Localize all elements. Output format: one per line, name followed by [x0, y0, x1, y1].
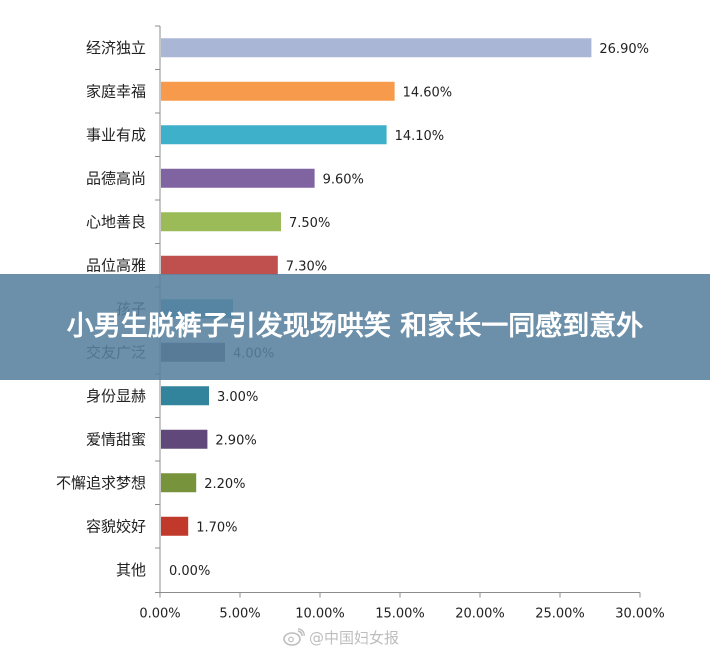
- value-label: 2.90%: [215, 433, 256, 448]
- value-labels: 26.90%14.60%14.10%9.60%7.50%7.30%4.00%3.…: [169, 42, 649, 579]
- x-tick-label: 15.00%: [375, 607, 425, 622]
- bar: [161, 125, 387, 145]
- value-label: 7.30%: [286, 259, 327, 274]
- bar: [161, 473, 197, 493]
- watermark-text: @中国妇女报: [309, 628, 400, 647]
- category-label: 事业有成: [86, 126, 146, 144]
- value-label: 9.60%: [323, 172, 364, 187]
- weibo-icon: [283, 628, 305, 646]
- headline-banner: 小男生脱裤子引发现场哄笑 和家长一同感到意外: [0, 274, 710, 380]
- value-label: 7.50%: [289, 216, 330, 231]
- bar: [161, 212, 281, 232]
- category-label: 品位高雅: [86, 256, 146, 274]
- category-label: 品德高尚: [86, 169, 146, 187]
- x-tick-label: 10.00%: [295, 607, 345, 622]
- bar: [161, 386, 209, 406]
- value-label: 1.70%: [196, 520, 237, 535]
- value-label: 14.10%: [395, 129, 445, 144]
- chart-bars: [161, 38, 592, 536]
- value-label: 26.90%: [599, 42, 649, 57]
- headline-title: 小男生脱裤子引发现场哄笑 和家长一同感到意外: [66, 311, 644, 342]
- watermark: @中国妇女报: [283, 626, 399, 648]
- x-tick-label: 0.00%: [139, 607, 180, 622]
- x-tick-label: 5.00%: [219, 607, 260, 622]
- x-tick-label: 25.00%: [535, 607, 585, 622]
- category-label: 心地善良: [86, 213, 146, 231]
- value-label: 14.60%: [403, 85, 453, 100]
- category-label: 家庭幸福: [86, 82, 146, 100]
- value-label: 3.00%: [217, 390, 258, 405]
- category-label: 其他: [116, 561, 146, 579]
- bar: [161, 168, 315, 188]
- category-label: 不懈追求梦想: [56, 474, 146, 492]
- bar: [161, 516, 189, 536]
- category-label: 爱情甜蜜: [86, 430, 146, 448]
- x-tick-label: 30.00%: [615, 607, 665, 622]
- category-label: 身份显赫: [86, 387, 146, 405]
- value-label: 0.00%: [169, 564, 210, 579]
- bar: [161, 429, 208, 449]
- bar: [161, 81, 395, 101]
- x-tick-label: 20.00%: [455, 607, 505, 622]
- bar: [161, 255, 278, 275]
- x-tick-labels: 0.00% 5.00% 10.00% 15.00% 20.00% 25.00% 30.00%: [139, 607, 664, 622]
- bar: [161, 38, 592, 58]
- category-label: 经济独立: [86, 39, 146, 57]
- category-label: 容貌姣好: [86, 517, 146, 535]
- value-label: 2.20%: [204, 477, 245, 492]
